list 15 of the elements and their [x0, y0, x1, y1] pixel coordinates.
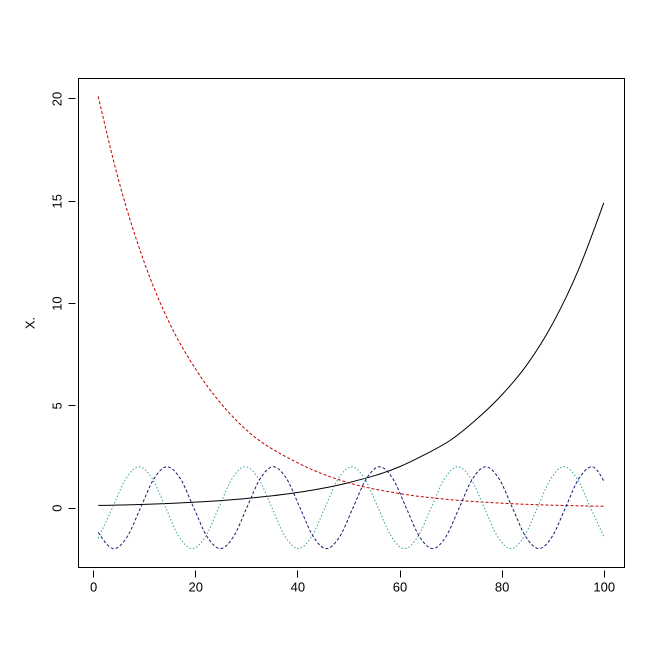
line-series — [98, 96, 604, 507]
x-tick-label: 20 — [188, 580, 203, 594]
y-tick-label: 5 — [50, 402, 64, 410]
line-series — [98, 202, 604, 506]
y-tick-label: 10 — [50, 296, 64, 311]
x-tick-label: 40 — [290, 580, 306, 594]
line-series — [98, 466, 604, 550]
x-tick-label: 0 — [90, 580, 98, 594]
x-tick-label: 80 — [494, 580, 510, 594]
y-tick-label: 0 — [50, 504, 64, 512]
y-axis-title: X. — [22, 316, 38, 330]
y-tick-label: 20 — [50, 92, 64, 106]
y-tick-label: 15 — [50, 194, 64, 208]
x-tick-label: 100 — [593, 580, 616, 594]
x-tick-label: 60 — [392, 580, 408, 594]
